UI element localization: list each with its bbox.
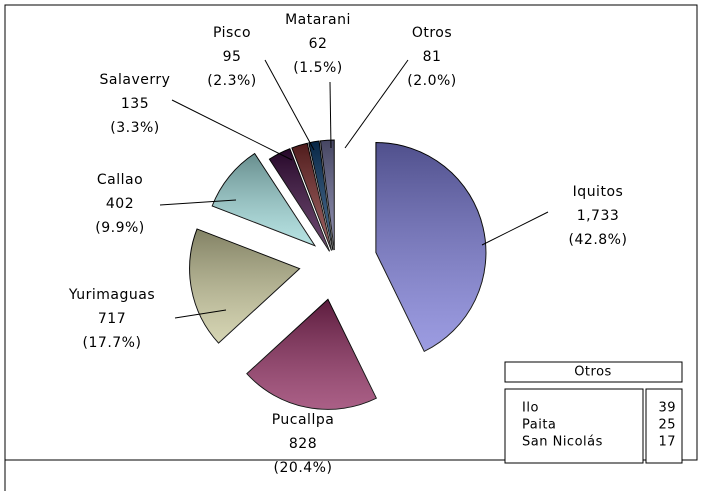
- slice-label: Matarani: [285, 12, 351, 28]
- slice-value-label: 717: [98, 311, 126, 327]
- slice-value-label: 135: [121, 96, 149, 112]
- breakdown-name: Ilo: [522, 401, 539, 416]
- slice-shade: [246, 299, 377, 410]
- slice-label: Pucallpa: [272, 412, 335, 428]
- slice-value-label: 402: [106, 196, 134, 212]
- breakdown-value: 17: [658, 435, 676, 450]
- breakdown-value: 25: [658, 418, 676, 433]
- slice-value-label: 828: [289, 436, 317, 452]
- slice-shade: [189, 228, 300, 344]
- slice-percent-label: (1.5%): [293, 60, 343, 76]
- leader-line: [329, 81, 332, 149]
- slice-percent-label: (2.0%): [407, 73, 457, 89]
- slice-shade: [375, 142, 486, 352]
- slice-percent-label: (2.3%): [207, 73, 257, 89]
- breakdown-title: Otros: [574, 365, 612, 380]
- breakdown-names-box: [504, 388, 644, 464]
- slice-label: Callao: [97, 172, 143, 188]
- slice-label: Pisco: [213, 25, 251, 41]
- slice-label: Iquitos: [573, 184, 624, 200]
- leader-line: [344, 59, 409, 149]
- slice-percent-label: (3.3%): [110, 120, 160, 136]
- slice-shade: [269, 148, 330, 252]
- breakdown-name: Paita: [522, 418, 556, 433]
- breakdown-header-box: [504, 361, 683, 383]
- leader-line: [159, 199, 237, 206]
- leader-line: [171, 99, 293, 161]
- leader-line: [264, 59, 315, 151]
- slice-value-label: 81: [423, 49, 442, 65]
- slice-label: Yurimaguas: [68, 287, 155, 303]
- slice-value-label: 95: [223, 49, 242, 65]
- slice-percent-label: (17.7%): [83, 335, 142, 351]
- plot-border: [4, 4, 698, 461]
- slice-shade: [212, 153, 315, 246]
- slice-shade: [320, 140, 335, 251]
- leader-line: [481, 211, 549, 246]
- slice-percent-label: (42.8%): [569, 232, 628, 248]
- slice-percent-label: (9.9%): [95, 220, 145, 236]
- leader-line: [174, 309, 227, 319]
- slice-label: Otros: [412, 25, 452, 41]
- breakdown-values-box: [645, 388, 683, 464]
- slice-label: Salaverry: [100, 72, 171, 88]
- breakdown-name: San Nicolás: [522, 435, 603, 450]
- slice-value-label: 62: [309, 36, 328, 52]
- pie: [189, 139, 487, 410]
- slice-shade: [291, 143, 332, 251]
- slice-value-label: 1,733: [577, 208, 620, 224]
- slice-percent-label: (20.4%): [274, 460, 333, 476]
- slice-shade: [308, 141, 333, 251]
- breakdown-value: 39: [658, 401, 676, 416]
